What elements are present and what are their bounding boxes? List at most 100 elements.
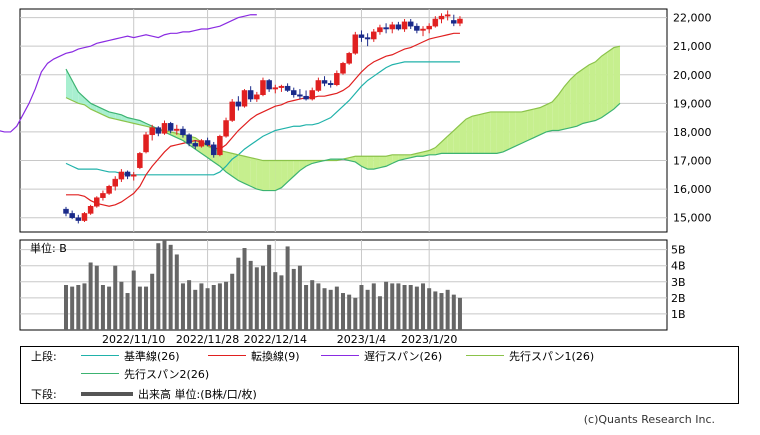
candle-body xyxy=(309,90,315,100)
volume-bar xyxy=(371,283,376,330)
candle-body xyxy=(69,213,75,218)
indicator-line-遅行スパン(26) xyxy=(0,14,257,133)
volume-bar xyxy=(107,286,112,330)
cloud-segment xyxy=(404,154,411,160)
candle-body xyxy=(204,140,211,146)
candle-body xyxy=(395,24,402,30)
tenkan-swatch xyxy=(208,355,246,356)
legend: 上段: 基準線(26) 転換線(9) 遅行スパン(26) 先行スパン1(26) … xyxy=(20,346,739,404)
cloud-segment xyxy=(84,97,91,110)
candle-body xyxy=(377,27,383,33)
price-tick-label: 16,000 xyxy=(673,183,712,196)
candle-body xyxy=(94,197,100,207)
volume-unit-label: 単位: B xyxy=(30,241,67,255)
legend-lower-label: 下段: xyxy=(31,388,57,401)
volume-bar xyxy=(439,293,444,330)
cloud-segment xyxy=(552,94,559,131)
cloud-segment xyxy=(262,160,270,191)
candle-body xyxy=(278,85,285,88)
cloud-segment xyxy=(109,111,116,120)
candle-body xyxy=(371,31,377,40)
candle-body xyxy=(407,21,414,27)
volume-bar xyxy=(267,244,272,330)
candle-body xyxy=(352,34,359,54)
volume-bar xyxy=(359,285,364,330)
volume-bar xyxy=(187,280,192,330)
candle-body xyxy=(192,143,199,147)
volume-bar xyxy=(131,270,136,330)
cloud-segment xyxy=(490,111,497,154)
legend-item-label: 先行スパン2(26) xyxy=(124,367,210,381)
cloud-segment xyxy=(546,101,553,132)
legend-item-kijun: 基準線(26) xyxy=(81,347,180,364)
candle-body xyxy=(137,153,143,168)
legend-item-label: 基準線(26) xyxy=(124,349,180,363)
legend-item-chikou: 遅行スパン(26) xyxy=(321,347,442,364)
candle-body xyxy=(272,87,279,90)
cloud-segment xyxy=(441,136,448,154)
candle-body xyxy=(229,101,235,121)
cloud-segment xyxy=(509,111,516,150)
price-tick-label: 15,000 xyxy=(673,212,712,225)
cloud-segment xyxy=(115,113,122,121)
cloud-segment xyxy=(102,109,110,118)
volume-bar xyxy=(291,268,296,330)
volume-bar xyxy=(260,265,265,330)
candle-body xyxy=(426,25,432,30)
chikou-swatch xyxy=(321,355,359,356)
cloud-segment xyxy=(496,111,504,154)
volume-bar xyxy=(230,273,235,330)
candle-body xyxy=(346,53,352,64)
cloud-segment xyxy=(176,133,183,141)
candle-body xyxy=(315,80,322,91)
price-tick-label: 22,000 xyxy=(673,12,712,25)
candle-body xyxy=(198,140,205,147)
volume-bar xyxy=(76,285,81,330)
volume-bar xyxy=(445,289,450,330)
volume-swatch xyxy=(81,391,133,396)
candle-body xyxy=(87,206,94,214)
candle-body xyxy=(321,80,328,84)
candle-body xyxy=(130,174,137,177)
candle-body xyxy=(266,80,272,90)
volume-bar xyxy=(451,294,456,330)
candle-body xyxy=(383,27,389,30)
cloud-segment xyxy=(386,154,393,167)
cloud-segment xyxy=(90,103,97,112)
candle-body xyxy=(210,144,217,156)
price-tick-label: 18,000 xyxy=(673,126,712,139)
candle-body xyxy=(432,18,439,27)
cloud-segment xyxy=(121,114,128,122)
volume-bar xyxy=(414,286,419,330)
cloud-segment xyxy=(484,111,491,154)
legend-item-volume: 出来高 単位:(B株/口/枚) xyxy=(81,385,257,402)
legend-item-label: 出来高 単位:(B株/口/枚) xyxy=(138,387,257,401)
cloud-segment xyxy=(416,151,424,157)
cloud-segment xyxy=(515,111,522,147)
cloud-segment xyxy=(410,153,417,158)
senkou2-swatch xyxy=(81,373,119,374)
cloud-segment xyxy=(232,153,239,181)
candle-body xyxy=(457,18,463,24)
candle-body xyxy=(303,95,309,100)
candle-body xyxy=(327,83,334,86)
cloud-segment xyxy=(558,86,565,131)
legend-upper-label: 上段: xyxy=(31,350,57,363)
candle-body xyxy=(180,128,186,136)
volume-bar xyxy=(70,286,75,330)
candle-body xyxy=(106,186,112,194)
cloud-segment xyxy=(527,109,534,141)
legend-row-lower: 下段: 出来高 単位:(B株/口/枚) xyxy=(21,385,738,402)
cloud-segment xyxy=(226,151,233,177)
volume-bar xyxy=(205,288,210,330)
ichimoku-cloud xyxy=(66,46,620,191)
volume-bar xyxy=(125,293,130,330)
volume-bar xyxy=(211,285,216,330)
candle-body xyxy=(414,25,420,31)
cloud-segment xyxy=(435,141,442,155)
cloud-segment xyxy=(306,160,313,167)
volume-bar xyxy=(384,281,389,330)
price-tick-label: 20,000 xyxy=(673,69,712,82)
candle-body xyxy=(334,73,340,86)
volume-bar xyxy=(304,285,309,330)
